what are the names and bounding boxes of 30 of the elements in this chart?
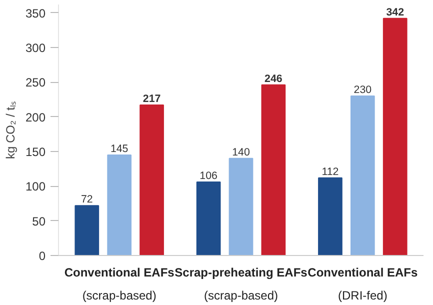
bar xyxy=(261,84,286,256)
y-tick-label: 50 xyxy=(32,214,46,228)
category-label: Scrap-preheating EAFs (scrap-based) xyxy=(174,266,308,302)
bar xyxy=(107,154,132,256)
bar xyxy=(228,158,254,256)
bar xyxy=(382,18,408,256)
y-axis-title: kg CO₂ / tₗₛ xyxy=(3,100,18,159)
y-tick-label: 200 xyxy=(25,110,46,124)
bar xyxy=(318,177,342,256)
y-tick-label: 150 xyxy=(25,144,46,159)
y-tick-label: 250 xyxy=(25,76,46,90)
data-label: 145 xyxy=(110,142,128,155)
data-label: 246 xyxy=(264,72,282,85)
bar xyxy=(196,182,221,256)
y-tick-label: 0 xyxy=(38,249,46,263)
bar xyxy=(350,96,375,256)
bar xyxy=(74,205,100,256)
y-tick-label: 350 xyxy=(25,6,46,20)
data-label: 217 xyxy=(142,93,161,106)
category-label: Conventional EAFs (scrap-based) xyxy=(64,266,174,302)
data-label: 230 xyxy=(354,84,372,96)
data-label: 112 xyxy=(322,166,339,178)
bar xyxy=(140,104,164,256)
data-label: 72 xyxy=(80,194,93,206)
y-tick-label: 100 xyxy=(25,180,46,194)
data-label: 140 xyxy=(232,146,250,158)
data-label: 342 xyxy=(386,6,404,18)
y-tick-label: 300 xyxy=(25,40,46,55)
data-label: 106 xyxy=(200,170,218,182)
category-label: Conventional EAFs (DRI-fed) xyxy=(308,266,418,302)
